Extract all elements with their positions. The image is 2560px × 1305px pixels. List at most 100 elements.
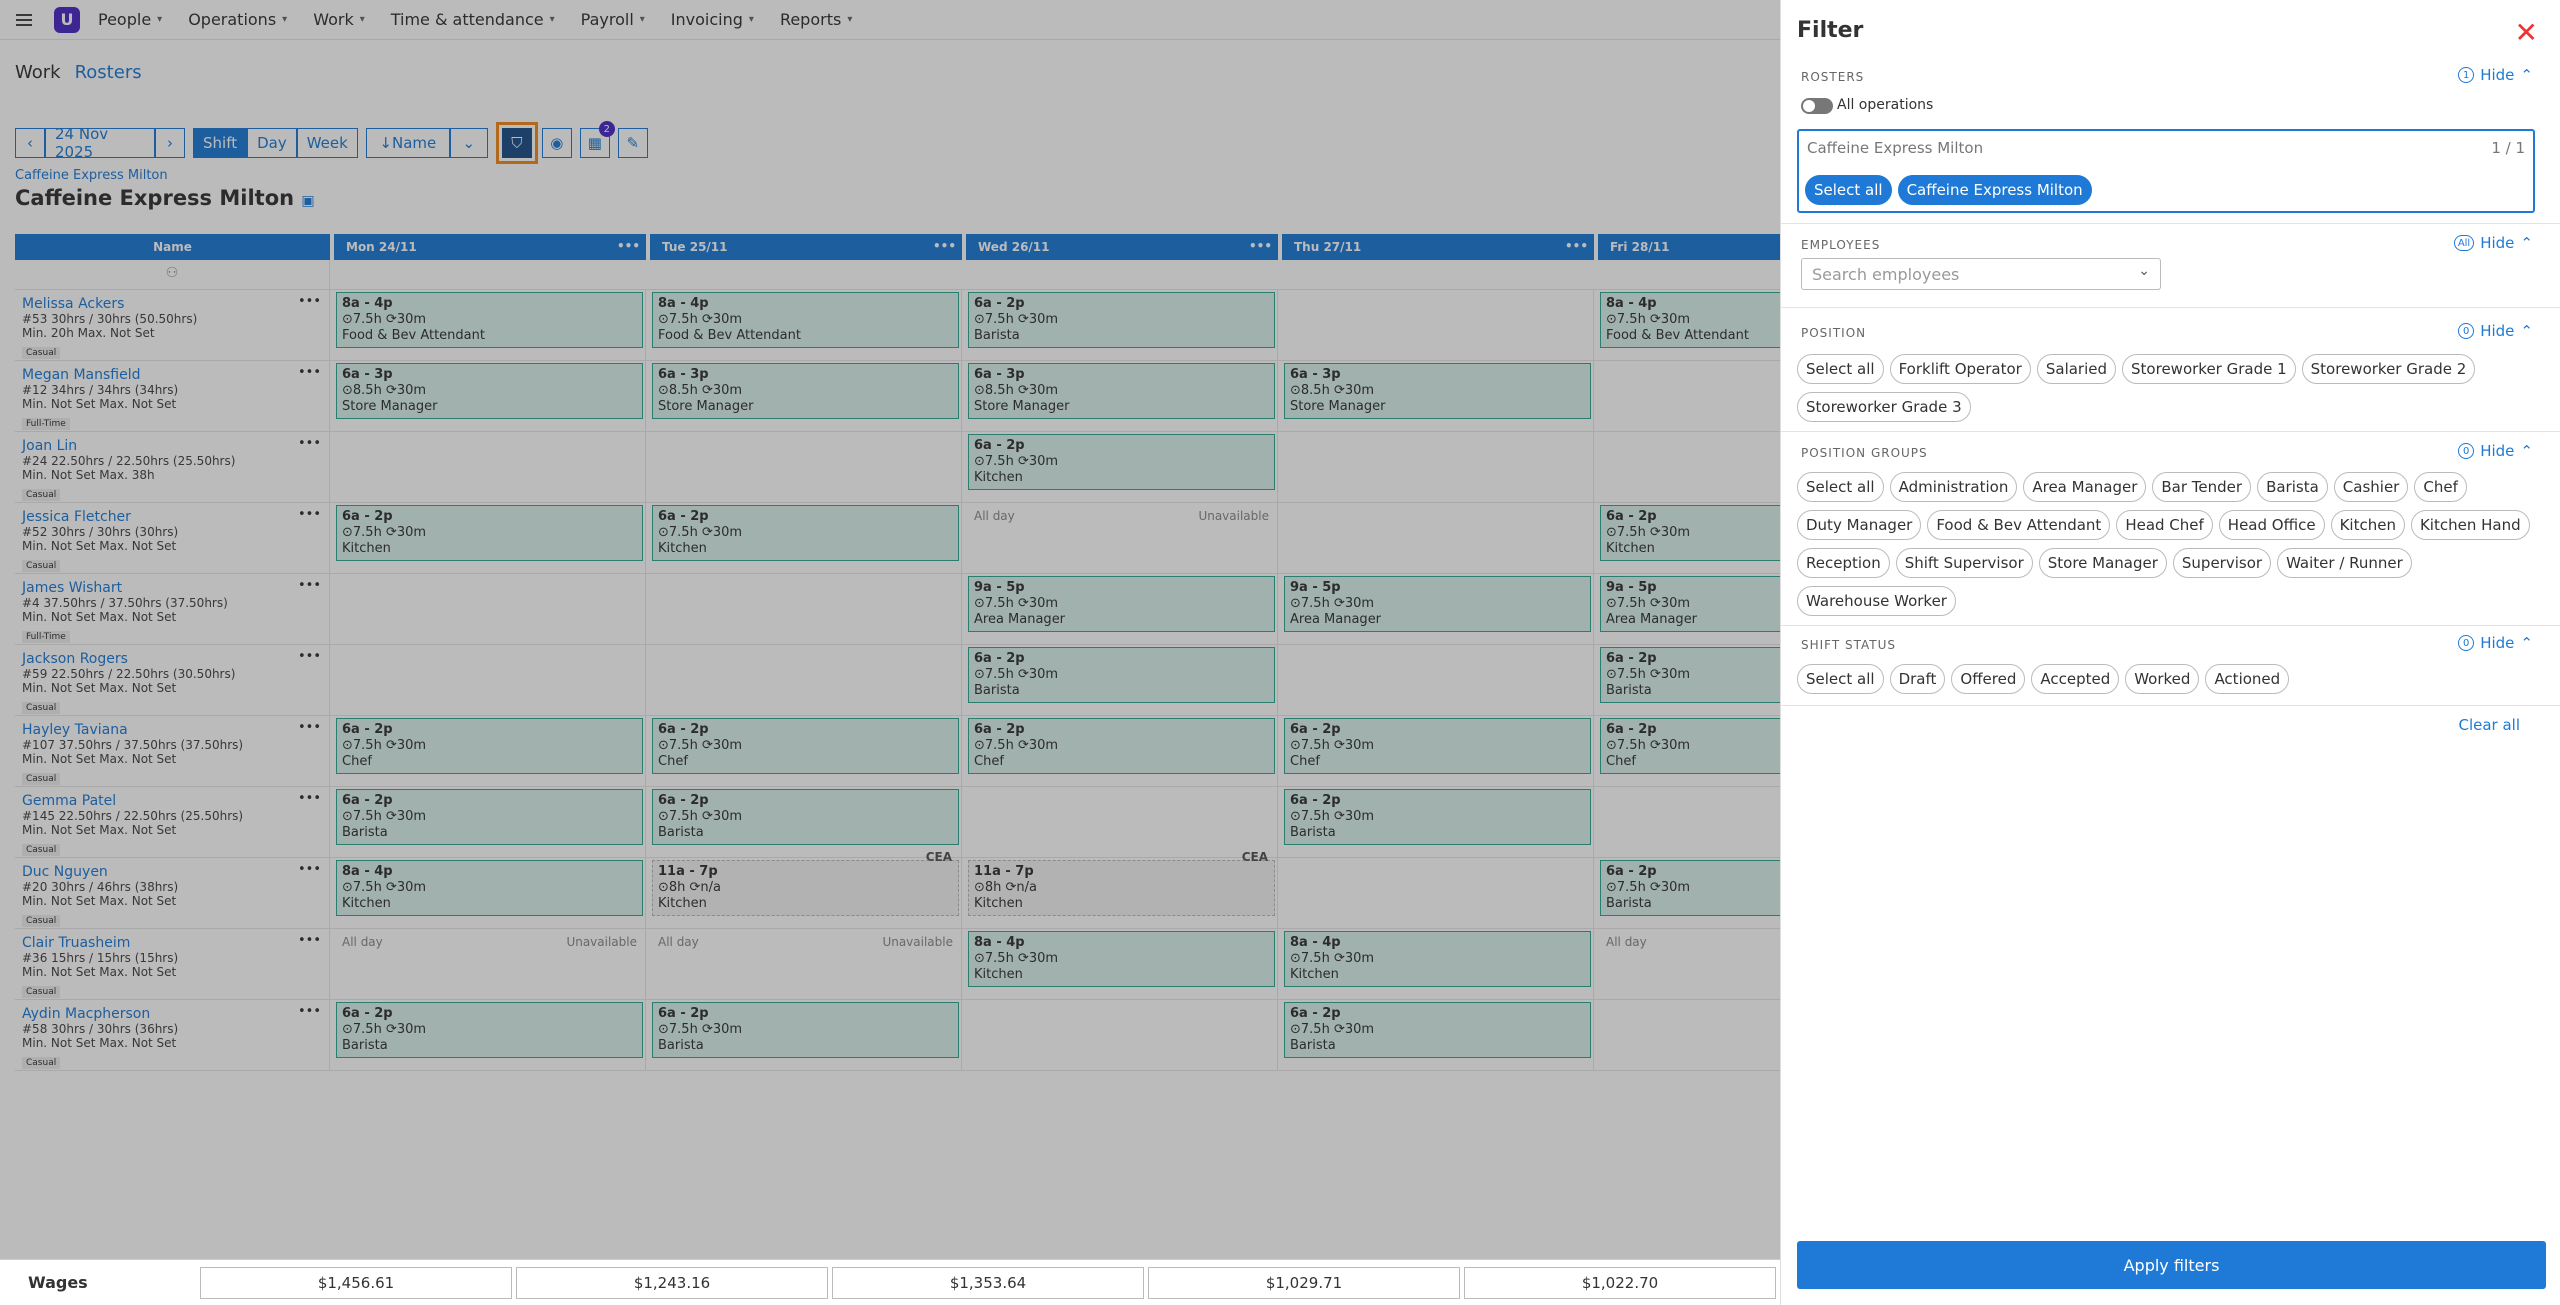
day-cell[interactable]: 6a - 2p ⊙7.5h ⟳30m Barista: [1598, 645, 1780, 715]
edit-icon[interactable]: ▣: [301, 193, 315, 209]
employee-name-link[interactable]: James Wishart: [22, 580, 123, 596]
nav-item-people[interactable]: People ▾: [98, 10, 162, 29]
more-options-icon[interactable]: •••: [297, 791, 321, 806]
day-cell[interactable]: 8a - 4p ⊙7.5h ⟳30m Kitchen: [966, 929, 1278, 999]
day-header[interactable]: Fri 28/11•••: [1598, 234, 1780, 260]
day-cell[interactable]: 6a - 2p ⊙7.5h ⟳30m Chef: [1598, 716, 1780, 786]
position-hide-toggle[interactable]: 0 Hide ⌃: [2458, 322, 2533, 340]
name-column-header[interactable]: Name: [15, 234, 330, 260]
day-cell[interactable]: [1282, 645, 1594, 715]
day-cell[interactable]: 8a - 4p ⊙7.5h ⟳30m Food & Bev Attendant: [1598, 290, 1780, 360]
day-cell[interactable]: 6a - 2p ⊙7.5h ⟳30m Kitchen: [1598, 503, 1780, 573]
shift-card[interactable]: 11a - 7p ⊙8h ⟳n/a Kitchen CEA: [968, 850, 1275, 916]
day-cell[interactable]: 6a - 2p ⊙7.5h ⟳30m Barista: [966, 290, 1278, 360]
shift-card[interactable]: 6a - 2p ⊙7.5h ⟳30m Chef: [1284, 718, 1591, 774]
filter-chip-supervisor[interactable]: Supervisor: [2172, 548, 2272, 578]
filter-chip-kitchen[interactable]: Kitchen: [2330, 510, 2405, 540]
day-cell[interactable]: [1282, 858, 1594, 928]
apply-filters-button[interactable]: Apply filters: [1797, 1241, 2546, 1289]
breadcrumb-rosters[interactable]: Rosters: [74, 62, 142, 83]
shift-card[interactable]: 6a - 2p ⊙7.5h ⟳30m Kitchen: [336, 505, 643, 561]
more-options-icon[interactable]: •••: [297, 862, 321, 877]
day-cell[interactable]: 9a - 5p ⊙7.5h ⟳30m Area Manager: [966, 574, 1278, 644]
filter-chip-area-manager[interactable]: Area Manager: [2023, 472, 2147, 502]
shift-card[interactable]: 6a - 2p ⊙7.5h ⟳30m Barista: [968, 647, 1275, 703]
employees-hide-toggle[interactable]: All Hide ⌃: [2453, 234, 2533, 252]
menu-icon[interactable]: [16, 13, 32, 26]
filter-chip-storeworker-grade-2[interactable]: Storeworker Grade 2: [2301, 354, 2476, 384]
day-header[interactable]: Wed 26/11 •••: [966, 234, 1278, 260]
day-cell[interactable]: [966, 787, 1278, 857]
close-icon[interactable]: ✕: [2514, 16, 2538, 49]
day-cell[interactable]: 9a - 5p ⊙7.5h ⟳30m Area Manager: [1282, 574, 1594, 644]
day-cell[interactable]: 6a - 2p ⊙7.5h ⟳30m Chef: [966, 716, 1278, 786]
shift-card[interactable]: 9a - 5p ⊙7.5h ⟳30m Area Manager: [1284, 576, 1591, 632]
nav-item-work[interactable]: Work ▾: [313, 10, 365, 29]
more-options-icon[interactable]: •••: [297, 578, 321, 593]
day-cell[interactable]: 6a - 2p ⊙7.5h ⟳30m Barista: [650, 787, 962, 857]
shift-card[interactable]: 9a - 5p ⊙7.5h ⟳30m Area Manager: [1600, 576, 1780, 632]
filter-chip-shift-supervisor[interactable]: Shift Supervisor: [1895, 548, 2033, 578]
employee-name-link[interactable]: Melissa Ackers: [22, 296, 125, 312]
day-header[interactable]: Mon 24/11 •••: [334, 234, 646, 260]
day-cell[interactable]: 11a - 7p ⊙8h ⟳n/a Kitchen CEA: [650, 850, 962, 928]
all-operations-toggle[interactable]: [1801, 98, 1833, 114]
shift-card[interactable]: 6a - 2p ⊙7.5h ⟳30m Kitchen: [652, 505, 959, 561]
filter-chip-administration[interactable]: Administration: [1889, 472, 2018, 502]
view-shift-tab[interactable]: Shift: [193, 128, 248, 158]
sort-name-button[interactable]: ↓Name: [365, 128, 450, 158]
date-picker[interactable]: 24 Nov 2025: [45, 125, 155, 161]
shift-card[interactable]: 6a - 3p ⊙8.5h ⟳30m Store Manager: [336, 363, 643, 419]
day-cell[interactable]: 6a - 2p ⊙7.5h ⟳30m Barista: [1282, 787, 1594, 857]
day-cell[interactable]: 9a - 5p ⊙7.5h ⟳30m Area Manager: [1598, 574, 1780, 644]
day-cell[interactable]: [650, 645, 962, 715]
shift-card[interactable]: 6a - 2p ⊙7.5h ⟳30m Kitchen: [968, 434, 1275, 490]
day-cell[interactable]: 8a - 4p ⊙7.5h ⟳30m Food & Bev Attendant: [650, 290, 962, 360]
more-options-icon[interactable]: •••: [297, 365, 321, 380]
filter-chip-worked[interactable]: Worked: [2125, 664, 2200, 694]
filter-chip-reception[interactable]: Reception: [1797, 548, 1890, 578]
next-week-button[interactable]: ›: [155, 128, 185, 158]
more-options-icon[interactable]: •••: [616, 239, 640, 253]
filter-chip-draft[interactable]: Draft: [1889, 664, 1946, 694]
day-cell[interactable]: All day Unavailable: [966, 503, 1278, 573]
roster-location-link[interactable]: Caffeine Express Milton: [15, 168, 168, 183]
day-cell[interactable]: 6a - 2p ⊙7.5h ⟳30m Chef: [650, 716, 962, 786]
day-cell[interactable]: 6a - 2p ⊙7.5h ⟳30m Barista: [966, 645, 1278, 715]
more-options-icon[interactable]: •••: [1564, 239, 1588, 253]
more-options-icon[interactable]: •••: [1248, 239, 1272, 253]
employee-name-link[interactable]: Clair Truasheim: [22, 935, 131, 951]
day-cell[interactable]: [1282, 432, 1594, 502]
filter-chip-select-all[interactable]: Select all: [1797, 354, 1884, 384]
open-shifts-icon[interactable]: ⚇: [15, 260, 330, 289]
filter-chip-head-office[interactable]: Head Office: [2218, 510, 2325, 540]
day-cell[interactable]: 8a - 4p ⊙7.5h ⟳30m Kitchen: [334, 858, 646, 928]
nav-item-invoicing[interactable]: Invoicing ▾: [671, 10, 754, 29]
nav-item-reports[interactable]: Reports ▾: [780, 10, 852, 29]
day-cell[interactable]: [334, 432, 646, 502]
employee-name-link[interactable]: Gemma Patel: [22, 793, 117, 809]
day-header[interactable]: Thu 27/11 •••: [1282, 234, 1594, 260]
day-cell[interactable]: 6a - 3p ⊙8.5h ⟳30m Store Manager: [1282, 361, 1594, 431]
filter-chip-offered[interactable]: Offered: [1951, 664, 2026, 694]
shift-card[interactable]: 6a - 2p ⊙7.5h ⟳30m Barista: [1600, 860, 1780, 916]
employee-name-link[interactable]: Jackson Rogers: [22, 651, 128, 667]
filter-chip-food-bev-attendant[interactable]: Food & Bev Attendant: [1927, 510, 2111, 540]
nav-item-operations[interactable]: Operations ▾: [188, 10, 287, 29]
day-cell[interactable]: 6a - 2p ⊙7.5h ⟳30m Barista: [650, 1000, 962, 1070]
filter-chip-select-all[interactable]: Select all: [1797, 472, 1884, 502]
shift-card[interactable]: 6a - 3p ⊙8.5h ⟳30m Store Manager: [968, 363, 1275, 419]
day-cell[interactable]: 6a - 2p ⊙7.5h ⟳30m Barista: [1282, 1000, 1594, 1070]
filter-chip-storeworker-grade-1[interactable]: Storeworker Grade 1: [2122, 354, 2296, 384]
filter-chip-salaried[interactable]: Salaried: [2036, 354, 2117, 384]
tools-wrench-icon[interactable]: ✎: [617, 128, 648, 158]
shift-card[interactable]: 8a - 4p ⊙7.5h ⟳30m Kitchen: [1284, 931, 1591, 987]
day-cell[interactable]: 6a - 3p ⊙8.5h ⟳30m Store Manager: [334, 361, 646, 431]
shift-card[interactable]: 6a - 2p ⊙7.5h ⟳30m Chef: [968, 718, 1275, 774]
shift-card[interactable]: 6a - 2p ⊙7.5h ⟳30m Barista: [652, 1002, 959, 1058]
filter-chip-select-all[interactable]: Select all: [1805, 175, 1892, 205]
more-options-icon[interactable]: •••: [297, 436, 321, 451]
sort-dropdown-chevron-icon[interactable]: ⌄: [449, 128, 488, 158]
publish-button[interactable]: ▦ 2: [579, 121, 615, 158]
shift-card[interactable]: 6a - 3p ⊙8.5h ⟳30m Store Manager: [652, 363, 959, 419]
